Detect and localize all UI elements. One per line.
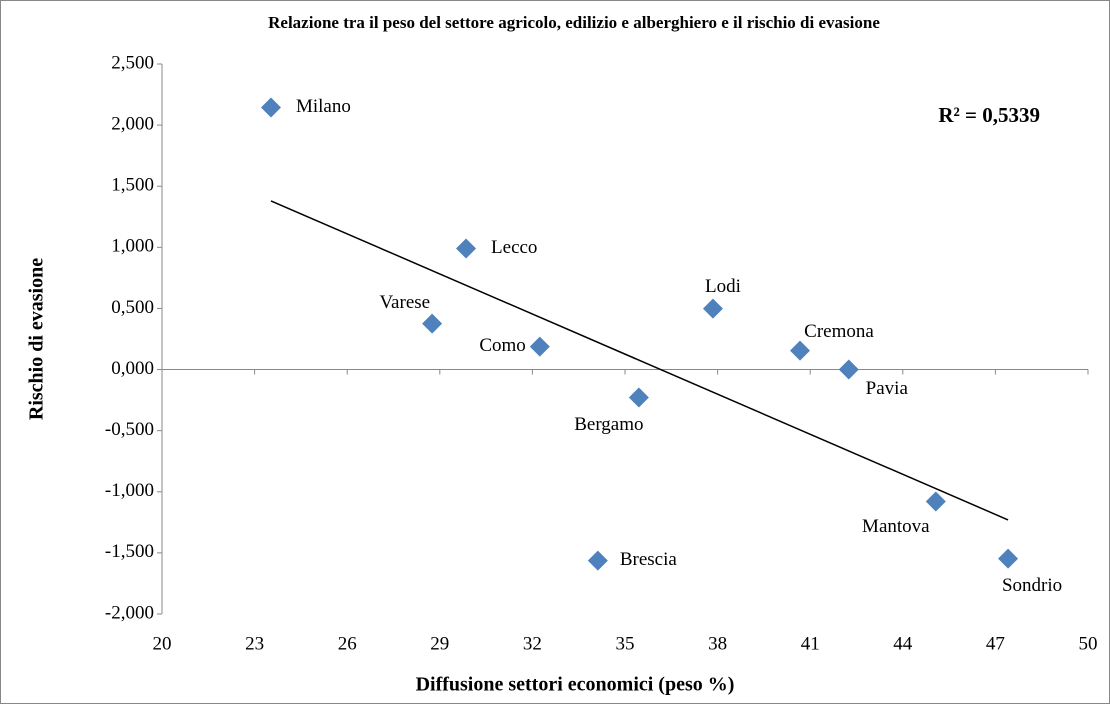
point-label: Brescia <box>620 549 678 570</box>
point-label: Varese <box>379 292 430 313</box>
point-label: Bergamo <box>574 414 643 435</box>
point-label: Lecco <box>491 237 537 258</box>
point-label: Como <box>479 335 525 356</box>
point <box>998 548 1019 569</box>
point <box>790 340 811 361</box>
point-label: Lodi <box>705 276 741 297</box>
x-tick-label: 50 <box>1079 633 1098 654</box>
trendline <box>270 200 1009 521</box>
point <box>529 336 550 357</box>
point <box>838 359 859 380</box>
point <box>702 298 723 319</box>
x-axis-label: Diffusione settori economici (peso %) <box>416 674 735 696</box>
y-tick-label: -2,000 <box>105 602 154 623</box>
y-tick-label: 2,500 <box>111 52 154 73</box>
point <box>925 491 946 512</box>
y-tick-label: 1,500 <box>111 175 154 196</box>
x-tick-label: 32 <box>523 633 542 654</box>
y-tick-label: 2,000 <box>111 113 154 134</box>
point-label: Pavia <box>866 378 909 399</box>
x-tick-label: 38 <box>708 633 727 654</box>
point <box>628 387 649 408</box>
x-tick-label: 44 <box>893 633 913 654</box>
point-label: Mantova <box>862 516 930 537</box>
r-squared: R² = 0,5339 <box>938 103 1040 127</box>
point-label: Cremona <box>804 321 874 342</box>
y-axis-label: Rischio di evasione <box>26 258 48 420</box>
x-tick-label: 47 <box>986 633 1005 654</box>
point-label: Sondrio <box>1002 575 1062 596</box>
y-tick-label: -1,500 <box>105 541 154 562</box>
y-tick-label: -1,000 <box>105 480 154 501</box>
chart-title: Relazione tra il peso del settore agrico… <box>268 13 880 32</box>
x-tick-label: 35 <box>616 633 635 654</box>
point <box>260 97 281 118</box>
x-tick-label: 26 <box>338 633 357 654</box>
point-label: Milano <box>296 96 351 117</box>
x-tick-label: 23 <box>245 633 264 654</box>
x-tick-label: 29 <box>430 633 449 654</box>
point <box>587 550 608 571</box>
y-tick-label: 0,500 <box>111 297 154 318</box>
point <box>456 238 477 259</box>
x-tick-label: 20 <box>153 633 172 654</box>
y-tick-label: 0,000 <box>111 358 154 379</box>
y-tick-label: -0,500 <box>105 419 154 440</box>
y-tick-label: 1,000 <box>111 236 154 257</box>
point <box>422 313 443 334</box>
x-tick-label: 41 <box>801 633 820 654</box>
